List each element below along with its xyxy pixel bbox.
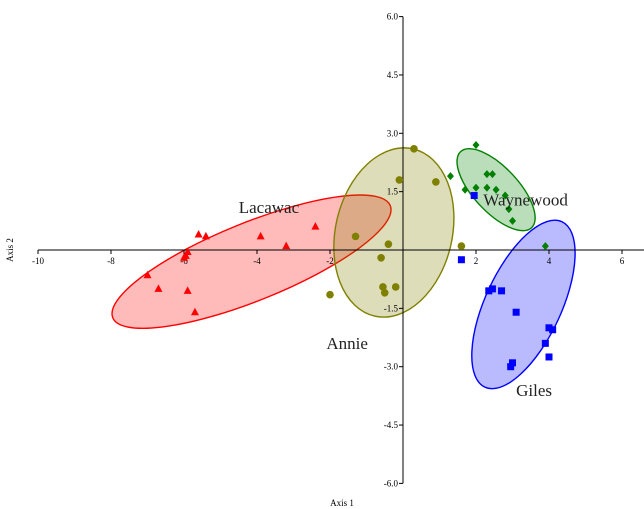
point-giles [545,353,553,361]
data-points [143,140,557,371]
point-giles [509,359,516,367]
x-tick-label: -2 [326,256,334,266]
y-tick-label: -6.0 [384,478,399,488]
point-lacawac [311,222,320,230]
point-lacawac [282,241,291,250]
confidence-ellipses [111,147,576,390]
y-tick-label: -4.5 [384,420,399,430]
x-axis-title: Axis 1 [330,498,354,508]
point-waynewood [483,183,491,192]
point-waynewood [446,172,454,181]
point-annie [410,145,418,153]
group-label-annie: Annie [326,334,368,353]
ellipse-lacawac [111,194,392,330]
point-waynewood [483,170,491,179]
point-giles [457,256,465,264]
point-annie [377,253,385,262]
y-ticks: 6.0 4.5 3.0 1.5 -1.5 -3.0 -4.5 -6.0 [384,12,403,488]
point-giles [485,287,493,295]
point-lacawac [143,270,152,279]
point-annie [432,178,440,186]
point-lacawac [201,231,210,240]
point-waynewood [509,216,516,225]
point-annie [380,288,389,297]
point-annie [457,242,466,250]
point-waynewood [505,205,513,214]
y-tick-label: 1.5 [387,187,399,197]
ellipse-annie [333,147,455,318]
point-giles [488,285,496,293]
x-tick-label: -10 [32,256,44,266]
point-giles [498,287,506,295]
x-tick-label: -4 [253,256,261,266]
point-waynewood [461,185,469,194]
point-lacawac [183,286,192,294]
point-annie [326,290,334,299]
point-giles [541,339,549,347]
point-annie [395,176,404,184]
axes: -10 -8 -6 -4 -2 2 4 6 6.0 4.5 3.0 1.5 -1.5 -3.0 -4.5 -… [32,12,644,488]
point-waynewood [541,242,549,251]
y-axis-title: Axis 2 [5,238,15,262]
x-tick-label: -6 [180,256,188,266]
y-tick-label: 4.5 [387,70,399,80]
point-giles [507,363,515,371]
point-lacawac [154,284,163,292]
point-lacawac [180,253,188,261]
point-lacawac [194,229,203,238]
point-giles [545,324,553,332]
x-tick-label: -8 [107,256,115,266]
point-annie [379,283,387,291]
x-tick-label: 6 [620,256,625,266]
y-tick-label: -3.0 [384,362,399,372]
y-tick-label: 3.0 [387,128,399,138]
point-waynewood [492,185,500,194]
point-waynewood [488,170,496,179]
point-annie [384,240,393,248]
point-giles [512,308,520,316]
group-label-lacawac: Lacawac [239,198,300,217]
group-label-giles: Giles [516,381,552,400]
y-tick-label: -1.5 [384,303,399,313]
group-labels: Lacawac Annie Waynewood Giles [239,190,569,400]
point-annie [391,283,400,291]
y-tick-label: 6.0 [387,12,399,22]
point-lacawac [190,307,199,316]
point-waynewood [472,183,480,192]
point-waynewood [472,140,480,149]
point-waynewood [501,191,509,200]
x-tick-label: 4 [547,256,552,266]
point-annie [351,232,360,241]
point-lacawac [256,231,265,240]
point-giles [549,326,557,334]
x-tick-label: 2 [474,256,479,266]
point-giles [470,192,478,200]
group-label-waynewood: Waynewood [483,190,568,209]
x-ticks: -10 -8 -6 -4 -2 2 4 6 [32,250,625,266]
ellipse-giles [471,219,576,390]
